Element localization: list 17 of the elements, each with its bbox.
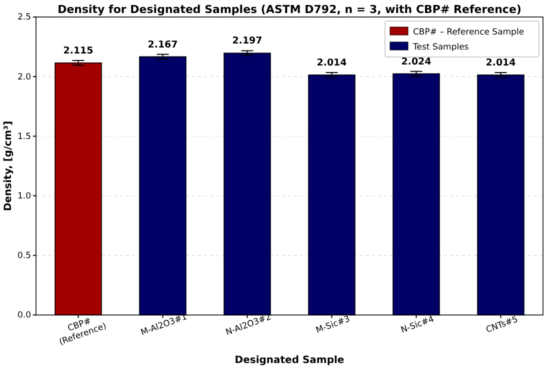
chart-title: Density for Designated Samples (ASTM D792, n = 3, with CBP# Reference) bbox=[58, 3, 522, 16]
data-label: 2.115 bbox=[63, 46, 94, 57]
y-tick-label: 1.5 bbox=[17, 132, 31, 142]
y-tick-label: 1.0 bbox=[17, 192, 31, 202]
data-label: 2.167 bbox=[148, 39, 178, 50]
legend-label: Test Samples bbox=[412, 42, 470, 52]
data-label: 2.024 bbox=[401, 56, 432, 68]
x-axis-title: Designated Sample bbox=[234, 355, 344, 366]
y-tick-label: 0.5 bbox=[17, 251, 31, 262]
y-tick-label: 2.5 bbox=[17, 12, 31, 23]
data-label: 2.014 bbox=[316, 58, 348, 69]
legend-label: CBP# – Reference Sample bbox=[413, 28, 524, 38]
y-tick-label: 2.0 bbox=[17, 72, 31, 82]
data-label: 2.197 bbox=[232, 36, 262, 47]
data-label: 2.014 bbox=[486, 58, 516, 69]
y-tick-label: 0.0 bbox=[17, 310, 31, 321]
y-axis-title: Density, [g/cm³] bbox=[3, 120, 14, 212]
